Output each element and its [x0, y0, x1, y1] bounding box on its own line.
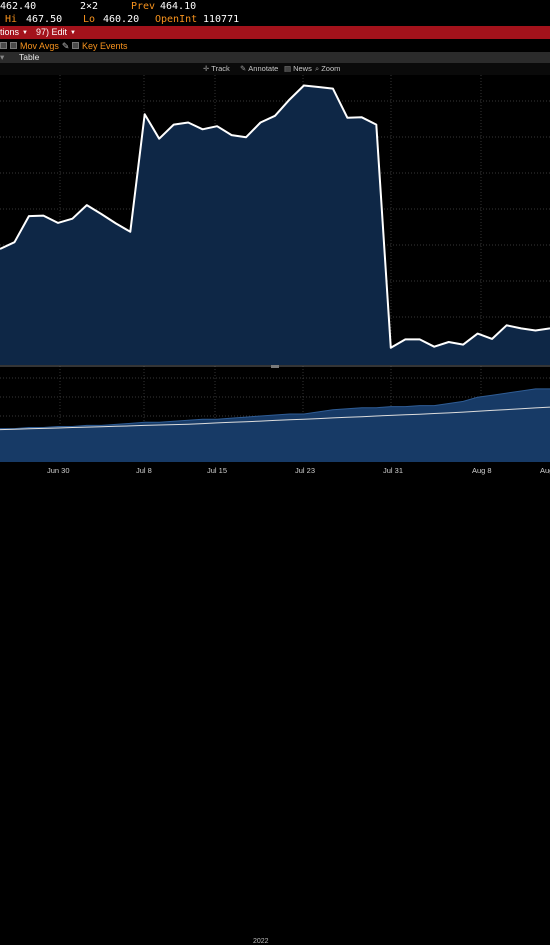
key-events-toggle[interactable]: Key Events	[72, 40, 128, 52]
bid-ask-size: 2×2	[80, 1, 99, 12]
track-button[interactable]: ✛ Track	[203, 63, 230, 75]
chart-toolbar: ✛ Track ✎ Annotate ▤ News ⌕ Zoom	[0, 63, 550, 75]
zoom-label: Zoom	[321, 64, 341, 73]
price-area	[0, 85, 550, 365]
open-interest-value: 110771	[203, 14, 240, 25]
track-label: Track	[211, 64, 230, 73]
edit-menu[interactable]: 97) Edit ▼	[36, 26, 76, 40]
tab-table[interactable]: Table	[19, 52, 40, 62]
checkbox-icon	[10, 42, 17, 49]
lo-price: 460.20	[103, 14, 140, 25]
edit-menu-number: 97)	[36, 27, 50, 37]
price-line	[0, 84, 550, 349]
mov-avgs-toggle[interactable]: Mov Avgs ✎	[10, 40, 69, 52]
prev-label: Prev	[131, 1, 156, 12]
hi-price: 467.50	[26, 14, 63, 25]
x-tick-label: Jul 31	[383, 466, 404, 475]
last-price: 462.40	[0, 1, 37, 12]
news-button[interactable]: ▤ News	[284, 63, 312, 75]
chart-options-bar: Mov Avgs ✎ Key Events	[0, 40, 550, 52]
quote-stats: Hi 467.50 Lo 460.20 OpenInt 110771	[0, 13, 550, 26]
news-icon: ▤	[284, 64, 292, 73]
mov-avgs-label: Mov Avgs	[20, 41, 59, 51]
lo-label: Lo	[83, 14, 96, 25]
open-interest-label: OpenInt	[155, 14, 198, 25]
price-chart[interactable]	[0, 75, 550, 462]
x-tick-label: Aug	[540, 466, 550, 475]
actions-menu-label: tions	[0, 27, 20, 37]
annotate-button[interactable]: ✎ Annotate	[240, 63, 278, 75]
menu-bar: tions ▼ 97) Edit ▼	[0, 26, 550, 39]
pencil-icon: ✎	[61, 41, 70, 51]
volume-average-line	[0, 406, 550, 431]
magnifier-icon: ⌕	[315, 64, 320, 73]
zoom-button[interactable]: ⌕ Zoom	[315, 63, 340, 75]
annotate-label: Annotate	[248, 64, 279, 73]
x-tick-label: Jul 8	[136, 466, 152, 475]
volume-area	[0, 388, 550, 462]
chevron-down-icon: ▼	[70, 30, 76, 36]
news-label: News	[293, 64, 312, 73]
crosshair-icon: ✛	[203, 64, 210, 73]
x-tick-label: Aug 8	[472, 466, 492, 475]
x-axis: Jun 30 Jul 8 Jul 15 Jul 23 Jul 31 Aug 8 …	[0, 462, 550, 945]
tab-chevron-icon[interactable]: ▾	[0, 52, 5, 62]
panel-resize-handle[interactable]	[271, 365, 279, 368]
checkbox-icon	[0, 42, 7, 49]
year-label: 2022	[253, 938, 269, 945]
pencil-icon: ✎	[240, 64, 247, 73]
actions-menu[interactable]: tions ▼	[0, 26, 28, 40]
chevron-down-icon: ▼	[22, 30, 28, 36]
key-events-label: Key Events	[82, 41, 128, 51]
prev-price: 464.10	[160, 1, 197, 12]
x-tick-label: Jul 23	[295, 466, 316, 475]
tab-bar: ▾ Table	[0, 52, 550, 63]
quote-header: 462.40 2×2 Prev 464.10	[0, 0, 550, 13]
x-tick-label: Jul 15	[207, 466, 228, 475]
checkbox-icon	[72, 42, 79, 49]
volume-line	[0, 388, 550, 430]
edit-menu-label: Edit	[51, 27, 68, 37]
hi-label: Hi	[5, 14, 18, 25]
left-edge-checkbox[interactable]	[0, 40, 10, 52]
x-tick-label: Jun 30	[47, 466, 70, 475]
